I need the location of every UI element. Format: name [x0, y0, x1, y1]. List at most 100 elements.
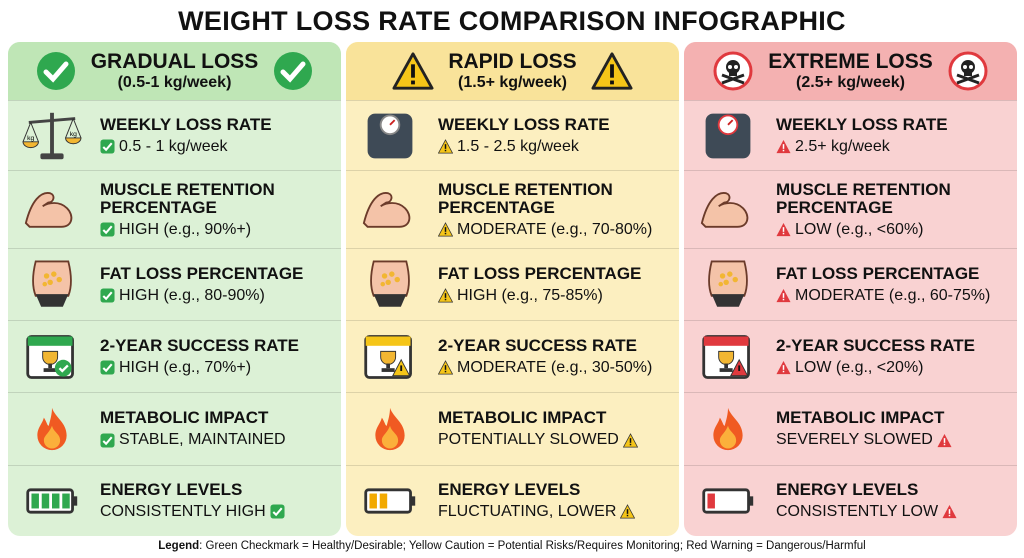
- metric-value: STABLE, MAINTAINED: [119, 431, 286, 448]
- legend-text: : Green Checkmark = Healthy/Desirable; Y…: [199, 540, 866, 552]
- metric-row: ENERGY LEVELS FLUCTUATING, LOWER: [346, 465, 679, 535]
- metric-label: 2-YEAR SUCCESS RATE: [100, 335, 299, 355]
- metric-row: METABOLIC IMPACT POTENTIALLY SLOWED: [346, 392, 679, 465]
- metric-value: MODERATE (e.g., 60-75%): [795, 286, 991, 304]
- metric-value: CONSISTENTLY LOW: [776, 502, 939, 520]
- skull-crossbones-icon: [712, 50, 754, 92]
- metric-value: HIGH (e.g., 80-90%): [119, 286, 265, 304]
- metric-row: FAT LOSS PERCENTAGE MODERATE (e.g., 60-7…: [684, 248, 1017, 320]
- metric-label: 2-YEAR SUCCESS RATE: [438, 335, 637, 355]
- warning-icon: [776, 288, 791, 303]
- svg-text:kg: kg: [27, 134, 34, 141]
- warning-icon: [776, 222, 791, 237]
- metric-row: MUSCLE RETENTION PERCENTAGE HIGH (e.g., …: [8, 170, 341, 248]
- flame-icon: [696, 399, 760, 459]
- metric-row: 2-YEAR SUCCESS RATE MODERATE (e.g., 30-5…: [346, 320, 679, 392]
- bathroom-scale-icon: [358, 106, 422, 166]
- metric-label: ENERGY LEVELS: [438, 479, 581, 499]
- flame-icon: [358, 399, 422, 459]
- belly-fat-icon: [696, 255, 760, 315]
- metric-label: MUSCLE RETENTION PERCENTAGE: [100, 179, 275, 217]
- metric-row: WEEKLY LOSS RATE 2.5+ kg/week: [684, 100, 1017, 170]
- metric-value: 0.5 - 1 kg/week: [119, 137, 228, 155]
- metric-value: LOW (e.g., <20%): [795, 358, 924, 376]
- metric-value: CONSISTENTLY HIGH: [100, 502, 266, 520]
- column-extreme: EXTREME LOSS (2.5+ kg/week) WEEKLY LOSS …: [684, 42, 1017, 536]
- checkmark-icon: [100, 222, 115, 237]
- metric-value: LOW (e.g., <60%): [795, 220, 924, 238]
- metric-label: MUSCLE RETENTION PERCENTAGE: [438, 179, 613, 217]
- metric-row: FAT LOSS PERCENTAGE HIGH (e.g., 75-85%): [346, 248, 679, 320]
- checkmark-icon: [270, 504, 285, 519]
- metric-label: WEEKLY LOSS RATE: [438, 114, 610, 134]
- column-subtitle: (1.5+ kg/week): [458, 74, 567, 91]
- flame-icon: [20, 399, 84, 459]
- metric-row: 2-YEAR SUCCESS RATE LOW (e.g., <20%): [684, 320, 1017, 392]
- warning-triangle-icon: [591, 50, 633, 92]
- column-rapid: RAPID LOSS (1.5+ kg/week) WEEKLY LOSS RA…: [346, 42, 679, 536]
- legend-label: Legend: [158, 540, 200, 552]
- metric-label: FAT LOSS PERCENTAGE: [100, 263, 304, 283]
- column-title: EXTREME LOSS: [768, 50, 933, 73]
- metric-value: HIGH (e.g., 90%+): [119, 220, 252, 238]
- metric-value: POTENTIALLY SLOWED: [438, 431, 619, 448]
- column-header: EXTREME LOSS (2.5+ kg/week): [684, 42, 1017, 100]
- warning-icon: [937, 433, 952, 448]
- column-header: RAPID LOSS (1.5+ kg/week): [346, 42, 679, 100]
- metric-value: SEVERELY SLOWED: [776, 431, 933, 448]
- infographic-title: WEIGHT LOSS RATE COMPARISON INFOGRAPHIC: [178, 6, 846, 36]
- metric-label: METABOLIC IMPACT: [100, 408, 269, 427]
- metric-label: ENERGY LEVELS: [776, 479, 919, 499]
- warning-triangle-icon: [392, 50, 434, 92]
- metric-row: ENERGY LEVELS CONSISTENTLY HIGH: [8, 465, 341, 535]
- column-title: RAPID LOSS: [448, 50, 577, 73]
- muscle-arm-icon: [696, 180, 760, 240]
- warning-icon: [622, 432, 638, 448]
- muscle-arm-icon: [358, 180, 422, 240]
- warning-icon: [438, 360, 453, 375]
- metric-row: ENERGY LEVELS CONSISTENTLY LOW: [684, 465, 1017, 535]
- metric-label: WEEKLY LOSS RATE: [776, 114, 948, 134]
- metric-row: MUSCLE RETENTION PERCENTAGE MODERATE (e.…: [346, 170, 679, 248]
- checkmark-icon: [100, 288, 115, 303]
- checkmark-icon: [100, 432, 115, 448]
- metric-value: HIGH (e.g., 70%+): [119, 358, 252, 376]
- metric-value: 1.5 - 2.5 kg/week: [457, 137, 579, 155]
- column-subtitle: (2.5+ kg/week): [796, 74, 905, 91]
- metric-row: WEEKLY LOSS RATE 1.5 - 2.5 kg/week: [346, 100, 679, 170]
- calendar-trophy-icon: [20, 327, 84, 387]
- battery-low-icon: [696, 471, 760, 531]
- metric-value: FLUCTUATING, LOWER: [438, 502, 617, 520]
- metric-label: ENERGY LEVELS: [100, 479, 243, 499]
- metric-row: MUSCLE RETENTION PERCENTAGE LOW (e.g., <…: [684, 170, 1017, 248]
- metric-label: 2-YEAR SUCCESS RATE: [776, 335, 975, 355]
- metric-label: FAT LOSS PERCENTAGE: [438, 263, 642, 283]
- battery-full-icon: [20, 471, 84, 531]
- metric-value: MODERATE (e.g., 30-50%): [457, 358, 653, 376]
- skull-crossbones-icon: [947, 50, 989, 92]
- metric-row: kg kg WEEKLY LOSS RATE 0.5 - 1 kg/week: [8, 100, 341, 170]
- column-subtitle: (0.5-1 kg/week): [117, 74, 232, 91]
- check-circle-icon: [35, 50, 77, 92]
- svg-text:kg: kg: [70, 131, 77, 138]
- column-gradual: GRADUAL LOSS (0.5-1 kg/week) kg kg WEEKLY…: [8, 42, 341, 536]
- check-circle-icon: [272, 50, 314, 92]
- metric-row: METABOLIC IMPACT SEVERELY SLOWED: [684, 392, 1017, 465]
- checkmark-icon: [100, 360, 115, 375]
- warning-icon: [776, 139, 791, 154]
- warning-icon: [438, 222, 453, 237]
- metric-label: WEEKLY LOSS RATE: [100, 114, 272, 134]
- metric-label: METABOLIC IMPACT: [776, 408, 945, 427]
- calendar-trophy-icon: [696, 327, 760, 387]
- metric-value: HIGH (e.g., 75-85%): [457, 286, 603, 304]
- warning-icon: [438, 288, 453, 303]
- calendar-trophy-icon: [358, 327, 422, 387]
- checkmark-icon: [100, 139, 115, 154]
- metric-label: MUSCLE RETENTION PERCENTAGE: [776, 179, 951, 217]
- column-header: GRADUAL LOSS (0.5-1 kg/week): [8, 42, 341, 100]
- metric-row: 2-YEAR SUCCESS RATE HIGH (e.g., 70%+): [8, 320, 341, 392]
- bathroom-scale-icon: [696, 106, 760, 166]
- scale-icon: kg kg: [20, 106, 84, 166]
- metric-value: 2.5+ kg/week: [795, 137, 890, 155]
- belly-fat-icon: [20, 255, 84, 315]
